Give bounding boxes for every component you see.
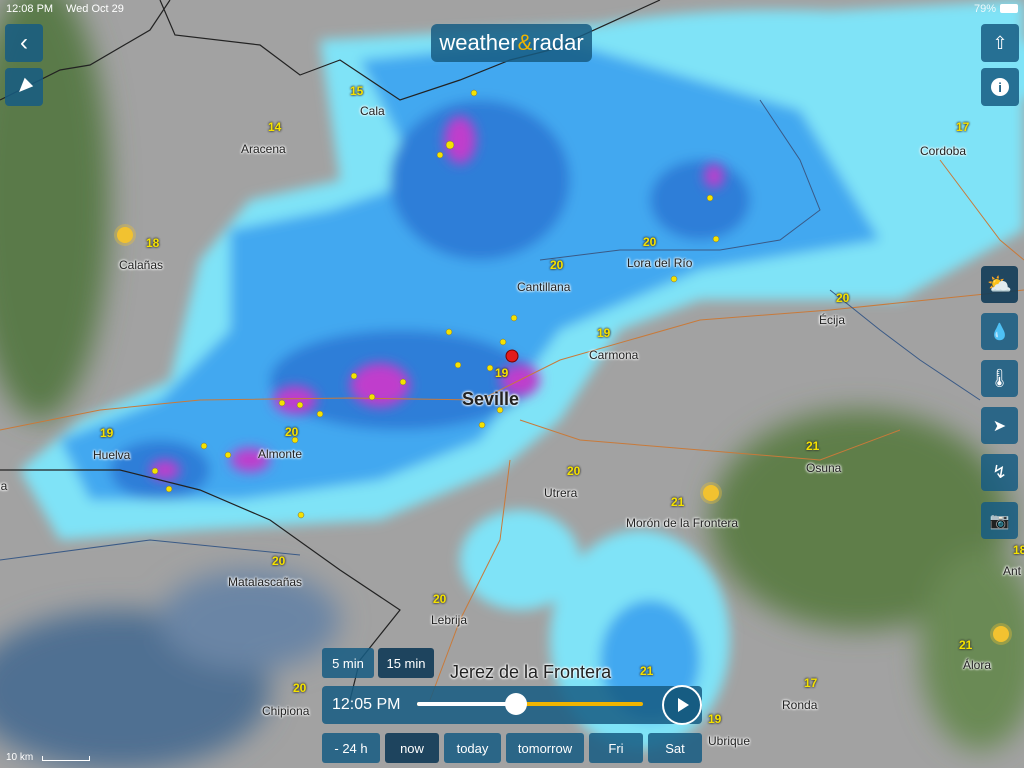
layer-camera-button[interactable]: 📷 [981,502,1018,539]
city-label: Álora [963,658,992,672]
city-temperature: 15 [350,84,364,98]
back-button[interactable]: ‹ [5,24,43,62]
city-temperature: 18 [146,236,160,250]
city-label: Osuna [806,461,842,475]
city-temperature: 20 [285,425,299,439]
city-temperature: 20 [643,235,657,249]
interval-5min[interactable]: 5 min [322,648,374,678]
battery-level: 79% [973,3,996,15]
location-pin [505,349,519,363]
city-temperature: 20 [272,554,286,568]
city-label: Écija [819,313,846,327]
layer-weather-button[interactable]: ⛅ [981,266,1018,303]
info-button[interactable]: i [981,68,1019,106]
city-label: Ant [1003,564,1022,578]
camera-icon: 📷 [989,512,1010,530]
current-time: 12:05 PM [332,696,401,713]
share-icon: ⇧ [992,32,1008,53]
city-label: Lora del Río [627,256,693,270]
scale-label: 10 km [6,752,34,763]
city-temperature: 20 [433,592,447,606]
city-temperature: 21 [671,495,685,509]
city-label: Matalascañas [228,575,303,589]
city-label: Cordoba [920,144,967,158]
play-button[interactable] [662,685,702,725]
city-label: Ronda [782,698,818,712]
layer-lightning-button[interactable]: ↯ [981,454,1018,491]
city-label: Lebrija [431,613,468,627]
layer-rain-button[interactable]: 💧 [981,313,1018,350]
city-label: Morón de la Frontera [626,516,739,530]
range-today[interactable]: today [444,733,501,763]
city-temperature: 21 [806,439,820,453]
city-temperature: 20 [293,681,307,695]
logo-text: weather [439,30,518,55]
range-now[interactable]: now [385,733,439,763]
sun-icon [117,227,133,243]
layer-wind-button[interactable]: ➤ [981,407,1018,444]
sun-icon [993,626,1009,642]
range-24h[interactable]: - 24 h [322,733,380,763]
status-date: Wed Oct 29 [66,3,124,15]
lightning-icon: ↯ [991,462,1008,482]
city-temperature: 19 [597,326,611,340]
share-button[interactable]: ⇧ [981,24,1019,62]
city-label: Calañas [119,258,164,272]
city-temperature: 19 [100,426,114,440]
logo-text: radar [532,30,584,55]
city-temperature: 19 [495,366,509,380]
city-label: Jerez de la Frontera [450,662,612,682]
city-temperature: 17 [956,120,970,134]
city-label: Cantillana [517,280,571,294]
battery-icon [1000,4,1018,13]
city-label: na [0,479,8,493]
timeline-handle[interactable] [505,693,528,715]
city-label: Ubrique [708,734,751,748]
logo-amp: & [517,30,533,55]
scale-bar [42,756,90,761]
city-label: Cala [360,104,385,118]
city-temperature: 20 [567,464,581,478]
city-temperature: 21 [640,664,654,678]
chevron-left-icon: ‹ [20,29,28,56]
city-temperature: 20 [836,291,850,305]
interval-15min[interactable]: 15 min [378,648,434,678]
info-icon: i [991,78,1009,96]
timeline-progress [417,702,517,706]
locate-button[interactable] [5,68,43,106]
location-arrow-icon [14,77,34,97]
range-fri[interactable]: Fri [589,733,643,763]
brand-logo: weather & radar [431,24,592,62]
weather-icon: ⛅ [987,274,1012,296]
city-temperature: 18 [1013,543,1024,557]
status-time: 12:08 PM [6,3,54,15]
range-tomorrow[interactable]: tomorrow [506,733,584,763]
city-temperature: 14 [268,120,282,134]
city-temperature: 21 [959,638,973,652]
city-temperature: 20 [550,258,564,272]
city-label: Aracena [241,142,286,156]
layer-temperature-button[interactable]: 🌡 [981,360,1018,397]
city-label: Carmona [589,348,639,362]
city-label: Huelva [93,448,131,462]
sun-icon [703,485,719,501]
city-label: Utrera [544,486,578,500]
city-temperature: 19 [708,712,722,726]
play-icon [678,698,689,712]
city-label: Chipiona [262,704,310,718]
thermometer-icon: 🌡 [988,368,1011,388]
city-label: Seville [462,389,520,409]
rain-icon: 💧 [989,323,1010,341]
range-sat[interactable]: Sat [648,733,702,763]
city-label: Almonte [258,447,303,461]
timeline-track[interactable] [417,702,643,706]
wind-icon: ➤ [992,417,1007,435]
city-temperature: 17 [804,676,818,690]
